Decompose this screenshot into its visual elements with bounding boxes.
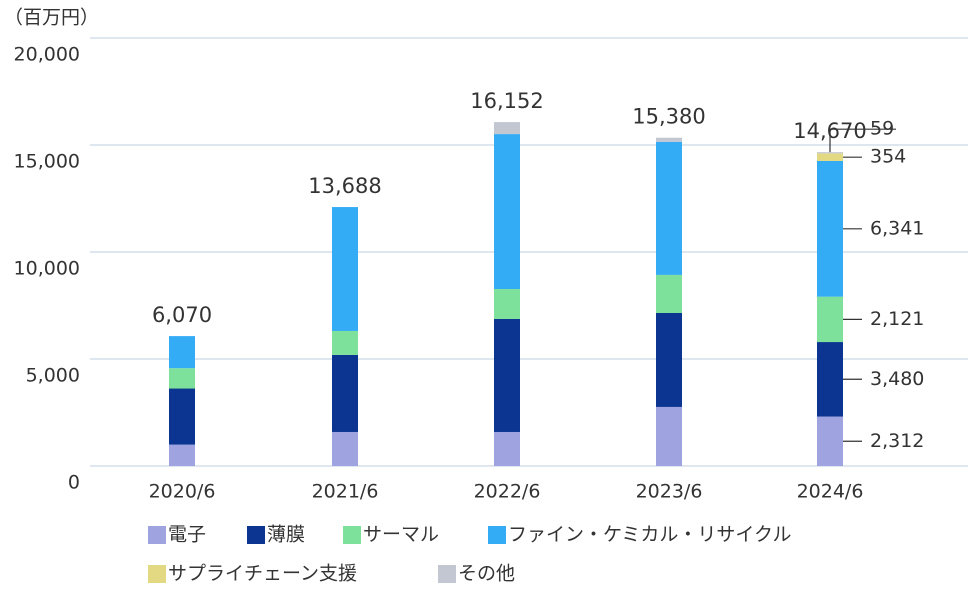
legend-label: サプライチェーン支援 — [168, 563, 357, 585]
bar-segment — [817, 342, 843, 417]
total-label: 6,070 — [152, 303, 212, 327]
bar-segment — [494, 122, 520, 135]
bar-segment — [494, 289, 520, 319]
legend-label: ファイン・ケミカル・リサイクル — [508, 524, 791, 546]
bar-segment — [656, 141, 682, 275]
legend-swatch — [247, 526, 265, 544]
bar-segment — [817, 153, 843, 161]
total-label: 15,380 — [632, 105, 705, 129]
x-tick-label: 2020/6 — [149, 481, 216, 503]
y-tick-label: 5,000 — [26, 365, 80, 387]
y-tick-label: 10,000 — [14, 258, 80, 280]
data-label: 6,341 — [870, 217, 924, 239]
y-axis-label: （百万円） — [4, 7, 99, 29]
y-tick-label: 20,000 — [14, 44, 80, 66]
bar-segment — [169, 388, 195, 445]
legend-label: 電子 — [168, 524, 206, 546]
x-tick-label: 2022/6 — [474, 481, 541, 503]
leader-line — [829, 128, 896, 153]
bar-segment — [169, 444, 195, 466]
legend-swatch — [148, 526, 166, 544]
data-label: 2,121 — [870, 308, 924, 330]
bar-segment — [494, 134, 520, 290]
bar-segment — [656, 406, 682, 466]
bar-segment — [656, 137, 682, 142]
total-label: 13,688 — [308, 174, 381, 198]
bar-segment — [656, 312, 682, 407]
bar-segment — [332, 354, 358, 432]
x-tick-label: 2024/6 — [797, 481, 864, 503]
bar-segment — [169, 368, 195, 389]
total-label: 14,670 — [793, 119, 866, 143]
data-label: 354 — [870, 146, 906, 168]
total-label: 16,152 — [470, 89, 543, 113]
bar-segment — [332, 330, 358, 355]
x-tick-label: 2021/6 — [312, 481, 379, 503]
bar-segment — [169, 336, 195, 369]
y-tick-label: 15,000 — [14, 151, 80, 173]
data-label: 3,480 — [870, 368, 924, 390]
data-label: 2,312 — [870, 430, 924, 452]
y-tick-label: 0 — [68, 472, 80, 494]
legend-swatch — [343, 526, 361, 544]
bar-segment — [494, 318, 520, 432]
legend-swatch — [438, 565, 456, 583]
bar-segment — [656, 274, 682, 313]
legend-label: 薄膜 — [267, 524, 305, 546]
bar-segment — [817, 152, 843, 154]
x-tick-label: 2023/6 — [636, 481, 703, 503]
bar-segment — [817, 416, 843, 466]
bar-segment — [817, 296, 843, 343]
legend-label: サーマル — [363, 524, 439, 546]
bar-segment — [817, 160, 843, 297]
bar-segment — [494, 431, 520, 466]
legend-swatch — [148, 565, 166, 583]
data-label: 59 — [870, 118, 894, 140]
legend-label: その他 — [458, 563, 515, 585]
bar-segment — [332, 431, 358, 466]
bar-segment — [332, 207, 358, 331]
legend-swatch — [488, 526, 506, 544]
